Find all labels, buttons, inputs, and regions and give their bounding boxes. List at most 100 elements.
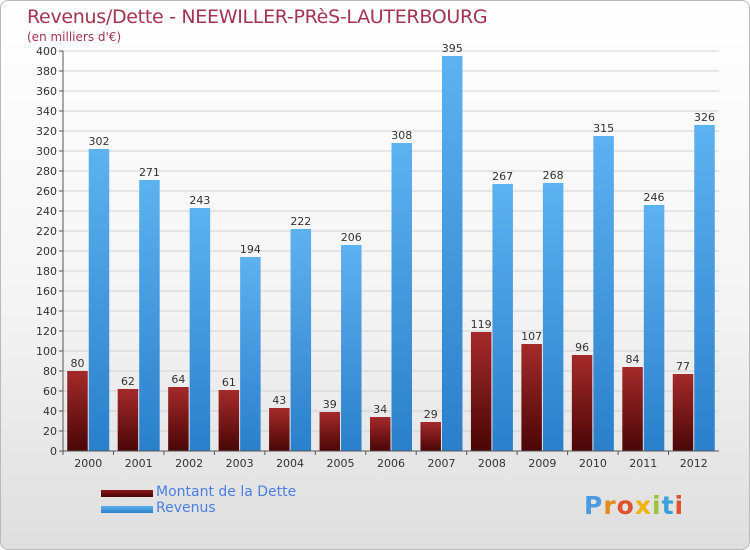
bar-dette-2008 <box>470 332 492 451</box>
ytick-label-200: 200 <box>36 245 57 258</box>
labels-layer: 80 302 62 271 64 243 61 194 43 222 39 206 34 308 29 395… <box>70 42 715 421</box>
data-label-revenus-2001: 271 <box>139 166 160 179</box>
logo-letter: P <box>584 491 604 520</box>
data-label-revenus-2008: 267 <box>492 170 513 183</box>
data-label-dette-2001: 62 <box>121 375 135 388</box>
data-label-dette-2002: 64 <box>171 373 185 386</box>
chart-subtitle: (en milliers d'€) <box>27 30 122 44</box>
ytick-label-140: 140 <box>36 305 57 318</box>
ytick-label-400: 400 <box>36 45 57 58</box>
logo-letter: o <box>616 491 635 520</box>
ytick-label-380: 380 <box>36 65 57 78</box>
bar-dette-2005 <box>319 412 341 451</box>
ytick-label-300: 300 <box>36 145 57 158</box>
ytick-label-160: 160 <box>36 285 57 298</box>
ytick-label-0: 0 <box>50 445 57 458</box>
data-label-revenus-2004: 222 <box>290 215 311 228</box>
xtick-label-2010: 2010 <box>579 457 607 470</box>
data-label-dette-2005: 39 <box>323 398 337 411</box>
bar-revenus-2007 <box>441 56 463 451</box>
data-label-dette-2010: 96 <box>575 341 589 354</box>
xtick-label-2000: 2000 <box>74 457 102 470</box>
bar-dette-2007 <box>420 422 441 451</box>
ytick-label-120: 120 <box>36 325 57 338</box>
ytick-label-320: 320 <box>36 125 57 138</box>
bar-dette-2003 <box>218 390 240 451</box>
data-label-dette-2003: 61 <box>222 376 236 389</box>
bar-dette-2006 <box>370 417 391 451</box>
data-label-revenus-2007: 395 <box>442 42 463 55</box>
grid-layer <box>63 50 719 452</box>
bar-revenus-2011 <box>643 205 665 451</box>
ytick-label-180: 180 <box>36 265 57 278</box>
logo-letter: r <box>603 491 617 520</box>
bar-dette-2002 <box>168 387 189 451</box>
bar-revenus-2009 <box>542 183 564 451</box>
legend-label-dette: Montant de la Dette <box>156 484 297 500</box>
ytick-label-100: 100 <box>36 345 57 358</box>
xtick-label-2011: 2011 <box>629 457 657 470</box>
ytick-label-240: 240 <box>36 205 57 218</box>
data-label-dette-2011: 84 <box>626 353 640 366</box>
data-label-revenus-2000: 302 <box>88 135 109 148</box>
bar-dette-2009 <box>521 344 542 451</box>
logo-letter: x <box>634 491 652 520</box>
data-label-dette-2006: 34 <box>373 403 387 416</box>
data-label-dette-2012: 77 <box>676 360 690 373</box>
chart-title: Revenus/Dette - NEEWILLER-PRèS-LAUTERBOU… <box>27 6 488 28</box>
bar-revenus-2012 <box>694 125 715 451</box>
xtick-label-2007: 2007 <box>427 457 455 470</box>
bar-dette-2000 <box>67 371 88 451</box>
bar-revenus-2004 <box>290 229 312 451</box>
bar-revenus-2010 <box>593 136 614 451</box>
legend-swatch-revenus <box>101 506 153 513</box>
ytick-label-40: 40 <box>43 405 57 418</box>
bar-revenus-2003 <box>240 257 261 451</box>
logo-letter: t <box>661 491 675 520</box>
bars-layer <box>67 56 715 451</box>
bar-revenus-2002 <box>189 208 211 451</box>
xtick-label-2008: 2008 <box>478 457 506 470</box>
bar-dette-2012 <box>672 374 694 451</box>
proxiti-logo: Proxiti <box>584 491 684 520</box>
bar-revenus-2000 <box>88 149 110 451</box>
data-label-revenus-2011: 246 <box>644 191 665 204</box>
data-label-revenus-2006: 308 <box>391 129 412 142</box>
xtick-label-2006: 2006 <box>377 457 405 470</box>
data-label-dette-2009: 107 <box>521 330 542 343</box>
xtick-label-2012: 2012 <box>680 457 708 470</box>
bar-dette-2001 <box>117 389 139 451</box>
xtick-label-2004: 2004 <box>276 457 304 470</box>
bar-dette-2004 <box>269 408 290 451</box>
xtick-label-2005: 2005 <box>327 457 355 470</box>
logo-letter: i <box>652 491 662 520</box>
data-label-revenus-2010: 315 <box>593 122 614 135</box>
axis-layer: 0 20 40 60 80 100 120 140 160 180 200 220 240 260 280 3… <box>36 45 719 470</box>
data-label-dette-2004: 43 <box>272 394 286 407</box>
bar-revenus-2008 <box>492 184 513 451</box>
data-label-dette-2007: 29 <box>424 408 438 421</box>
bar-dette-2010 <box>571 355 593 451</box>
ytick-label-340: 340 <box>36 105 57 118</box>
legend-swatch-dette <box>101 490 153 497</box>
bar-revenus-2005 <box>341 245 362 451</box>
legend-label-revenus: Revenus <box>156 500 216 516</box>
data-label-dette-2000: 80 <box>70 357 84 370</box>
xtick-label-2003: 2003 <box>226 457 254 470</box>
xtick-label-2002: 2002 <box>175 457 203 470</box>
ytick-label-60: 60 <box>43 385 57 398</box>
data-label-revenus-2003: 194 <box>240 243 261 256</box>
ytick-label-280: 280 <box>36 165 57 178</box>
data-label-revenus-2002: 243 <box>189 194 210 207</box>
ytick-label-220: 220 <box>36 225 57 238</box>
ytick-label-80: 80 <box>43 365 57 378</box>
xtick-label-2001: 2001 <box>125 457 153 470</box>
logo-letter: i <box>674 491 685 520</box>
ytick-label-360: 360 <box>36 85 57 98</box>
data-label-revenus-2005: 206 <box>341 231 362 244</box>
bar-revenus-2001 <box>139 180 160 451</box>
data-label-revenus-2009: 268 <box>543 169 564 182</box>
bar-revenus-2006 <box>391 143 412 451</box>
